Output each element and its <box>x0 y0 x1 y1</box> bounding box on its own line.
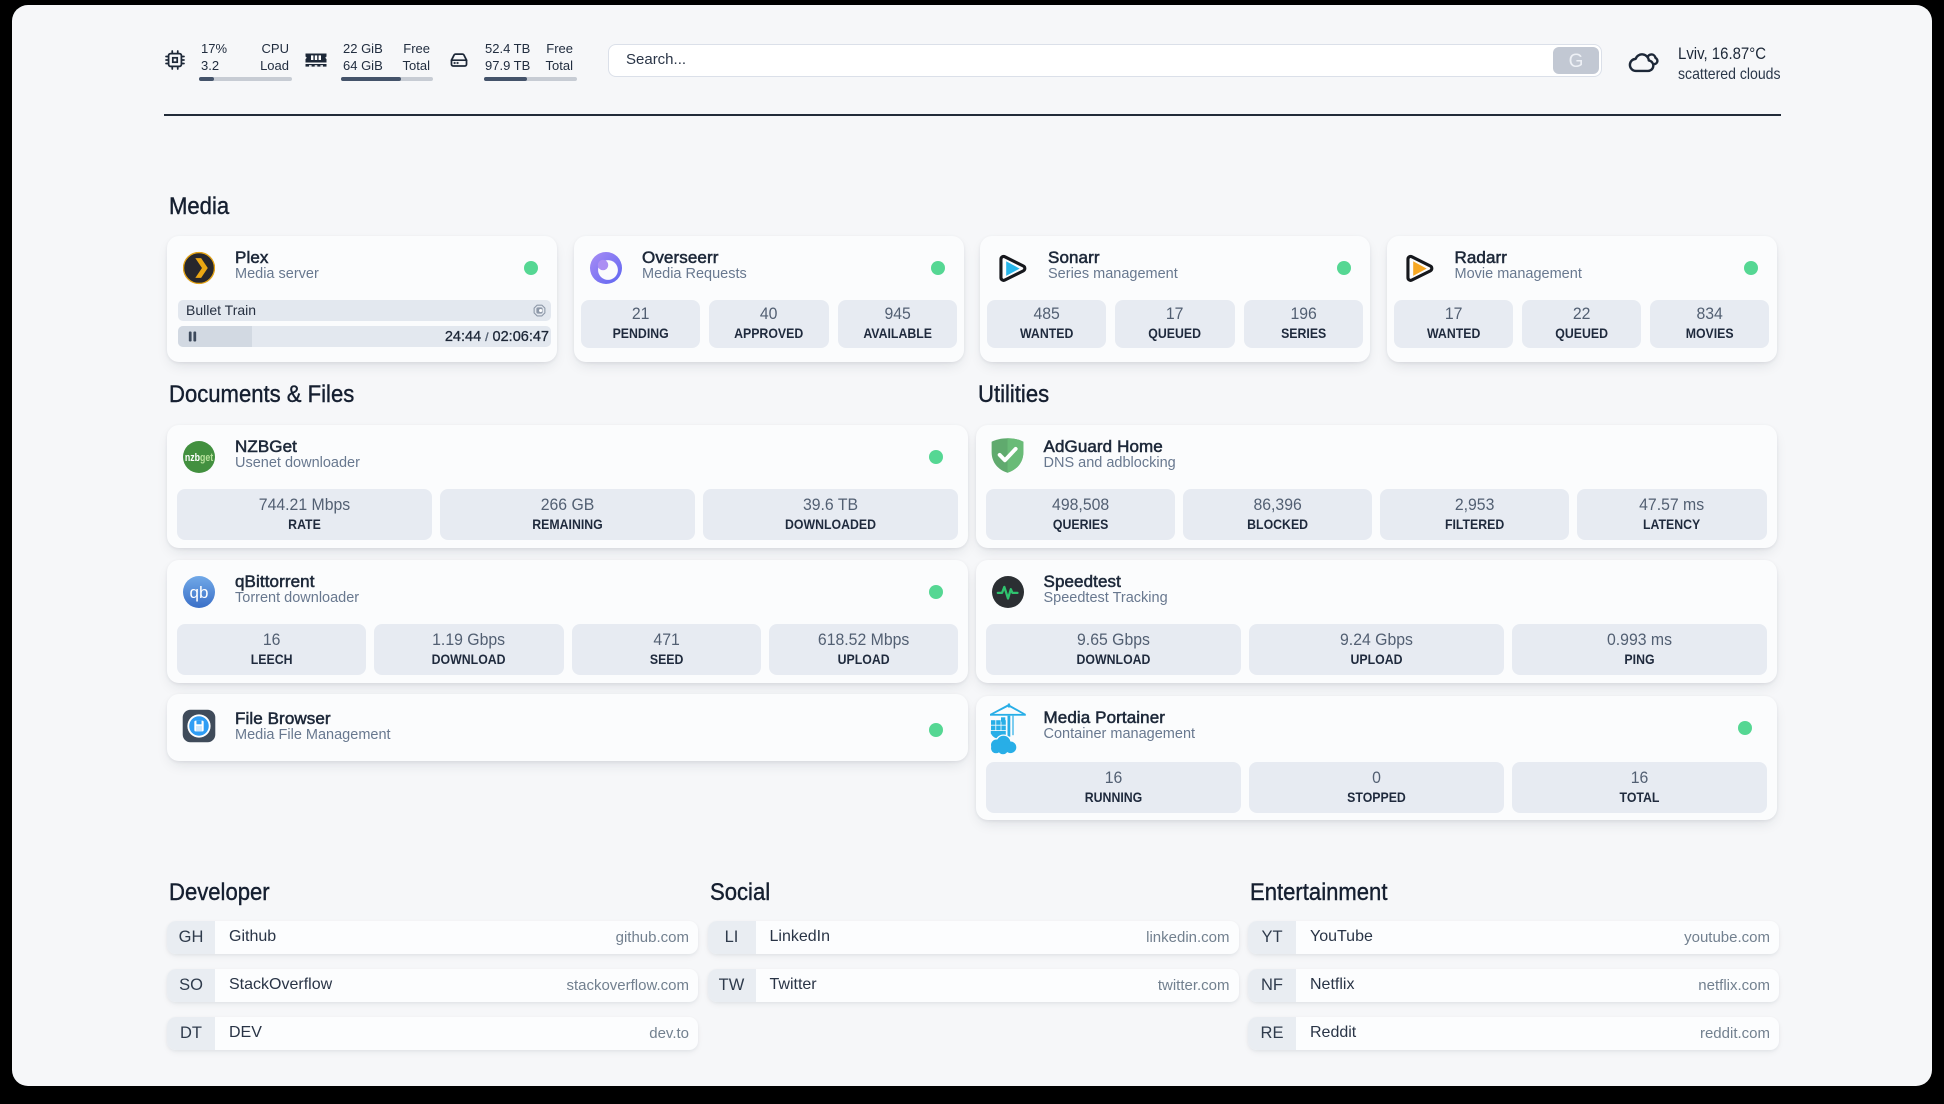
svg-text:qb: qb <box>190 583 209 602</box>
svg-text:nzbget: nzbget <box>185 452 214 464</box>
